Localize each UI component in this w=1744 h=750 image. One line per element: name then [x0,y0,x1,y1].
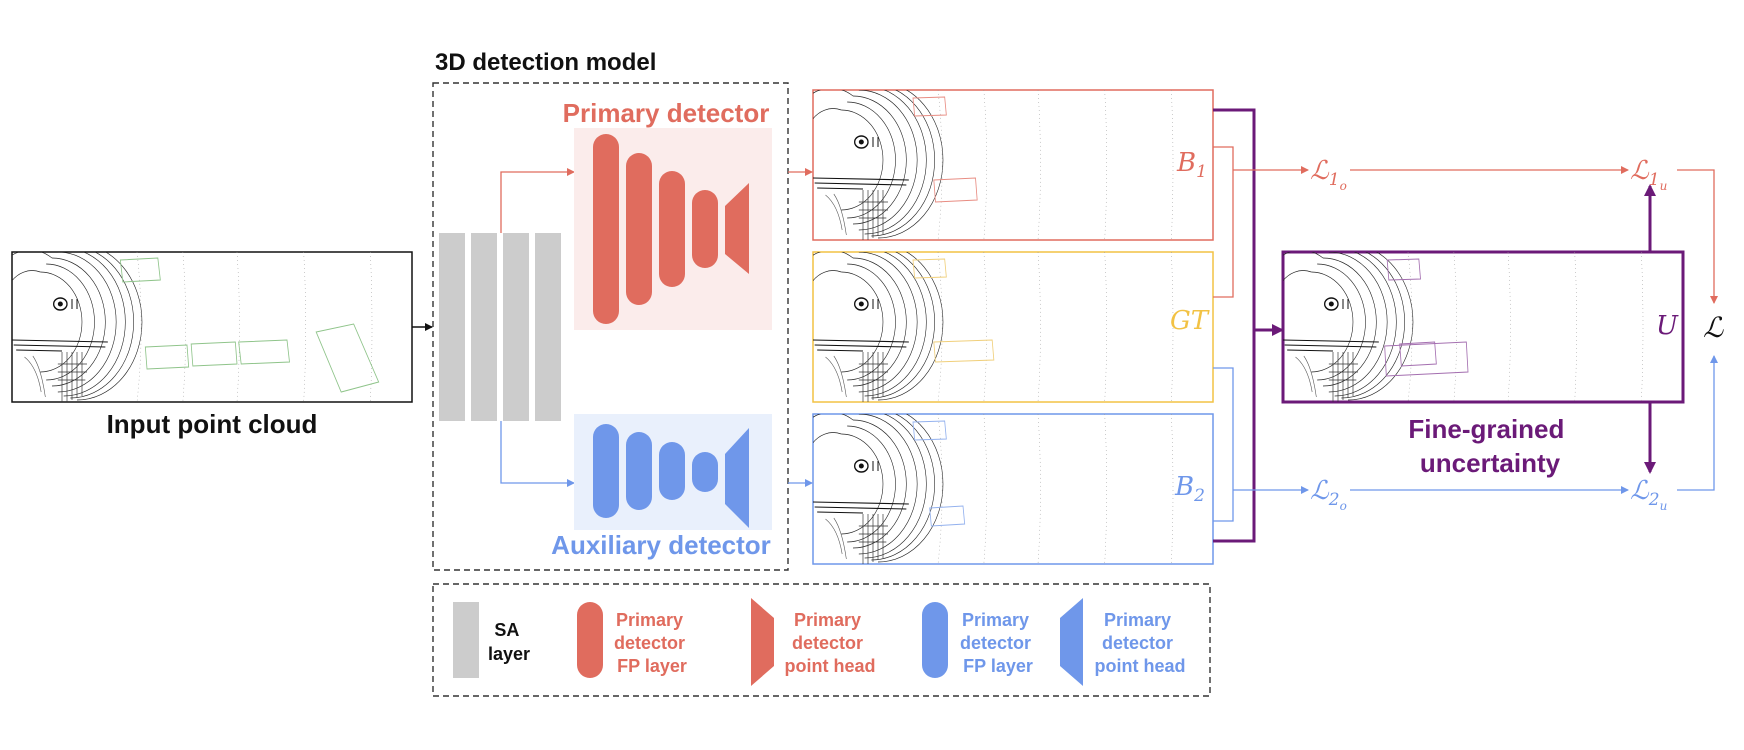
gt-b2-connector [1213,367,1234,522]
legend-aux-fp-label: Primary detector FP layer [960,610,1036,676]
uncertainty-u-label: U [1656,311,1679,341]
sa-to-auxiliary-arrow [500,421,575,487]
legend-primary-head-swatch [751,598,774,686]
legend-primary-head-label: Primary detector point head [785,610,876,676]
legend-aux-head-swatch [1060,598,1083,686]
legend-primary-fp-swatch [577,602,603,678]
gt-panel [812,251,1214,403]
input-point-cloud-label: Input point cloud [107,409,318,439]
b2-panel [812,413,1214,565]
auxiliary-point-head [725,428,749,528]
auxiliary-detector-label: Auxiliary detector [551,530,771,560]
primary-point-head [725,183,749,274]
detection-model-box [432,82,789,571]
legend-sa-swatch [453,602,479,678]
sa-to-primary-arrow [500,168,575,233]
b1-gt-connector [1213,146,1234,298]
input-point-cloud [11,251,413,403]
legend-aux-head-label: Primary detector point head [1095,610,1186,676]
l2u-to-total-arrow [1677,355,1718,491]
legend-sa-label: SA layer [488,620,530,664]
loss-l1u: ℒ1u [1630,156,1667,193]
legend-box [432,583,1211,697]
primary-detector-label: Primary detector [563,98,770,128]
gt-label: GT [1170,306,1210,336]
uncertainty-panel [1281,250,1685,404]
loss-l2o: ℒ2o [1310,476,1347,513]
legend-aux-fp-swatch [922,602,948,678]
outputs-bracket [1213,108,1256,543]
b2-label: B2 [1174,472,1205,506]
b1-panel [812,89,1214,241]
loss-l1o: ℒ1o [1310,156,1347,193]
primary-fp-layers [593,134,718,324]
loss-total: ℒ [1703,311,1724,344]
loss-l2u: ℒ2u [1630,476,1667,513]
uncertainty-label: Fine-grained uncertainty [1408,414,1571,478]
l1u-to-total-arrow [1677,169,1718,304]
legend-primary-fp-label: Primary detector FP layer [614,610,690,676]
b1-label: B1 [1176,148,1207,182]
sa-layers [439,233,561,421]
auxiliary-fp-layers [593,424,718,518]
diagram-title: 3D detection model [435,49,656,76]
